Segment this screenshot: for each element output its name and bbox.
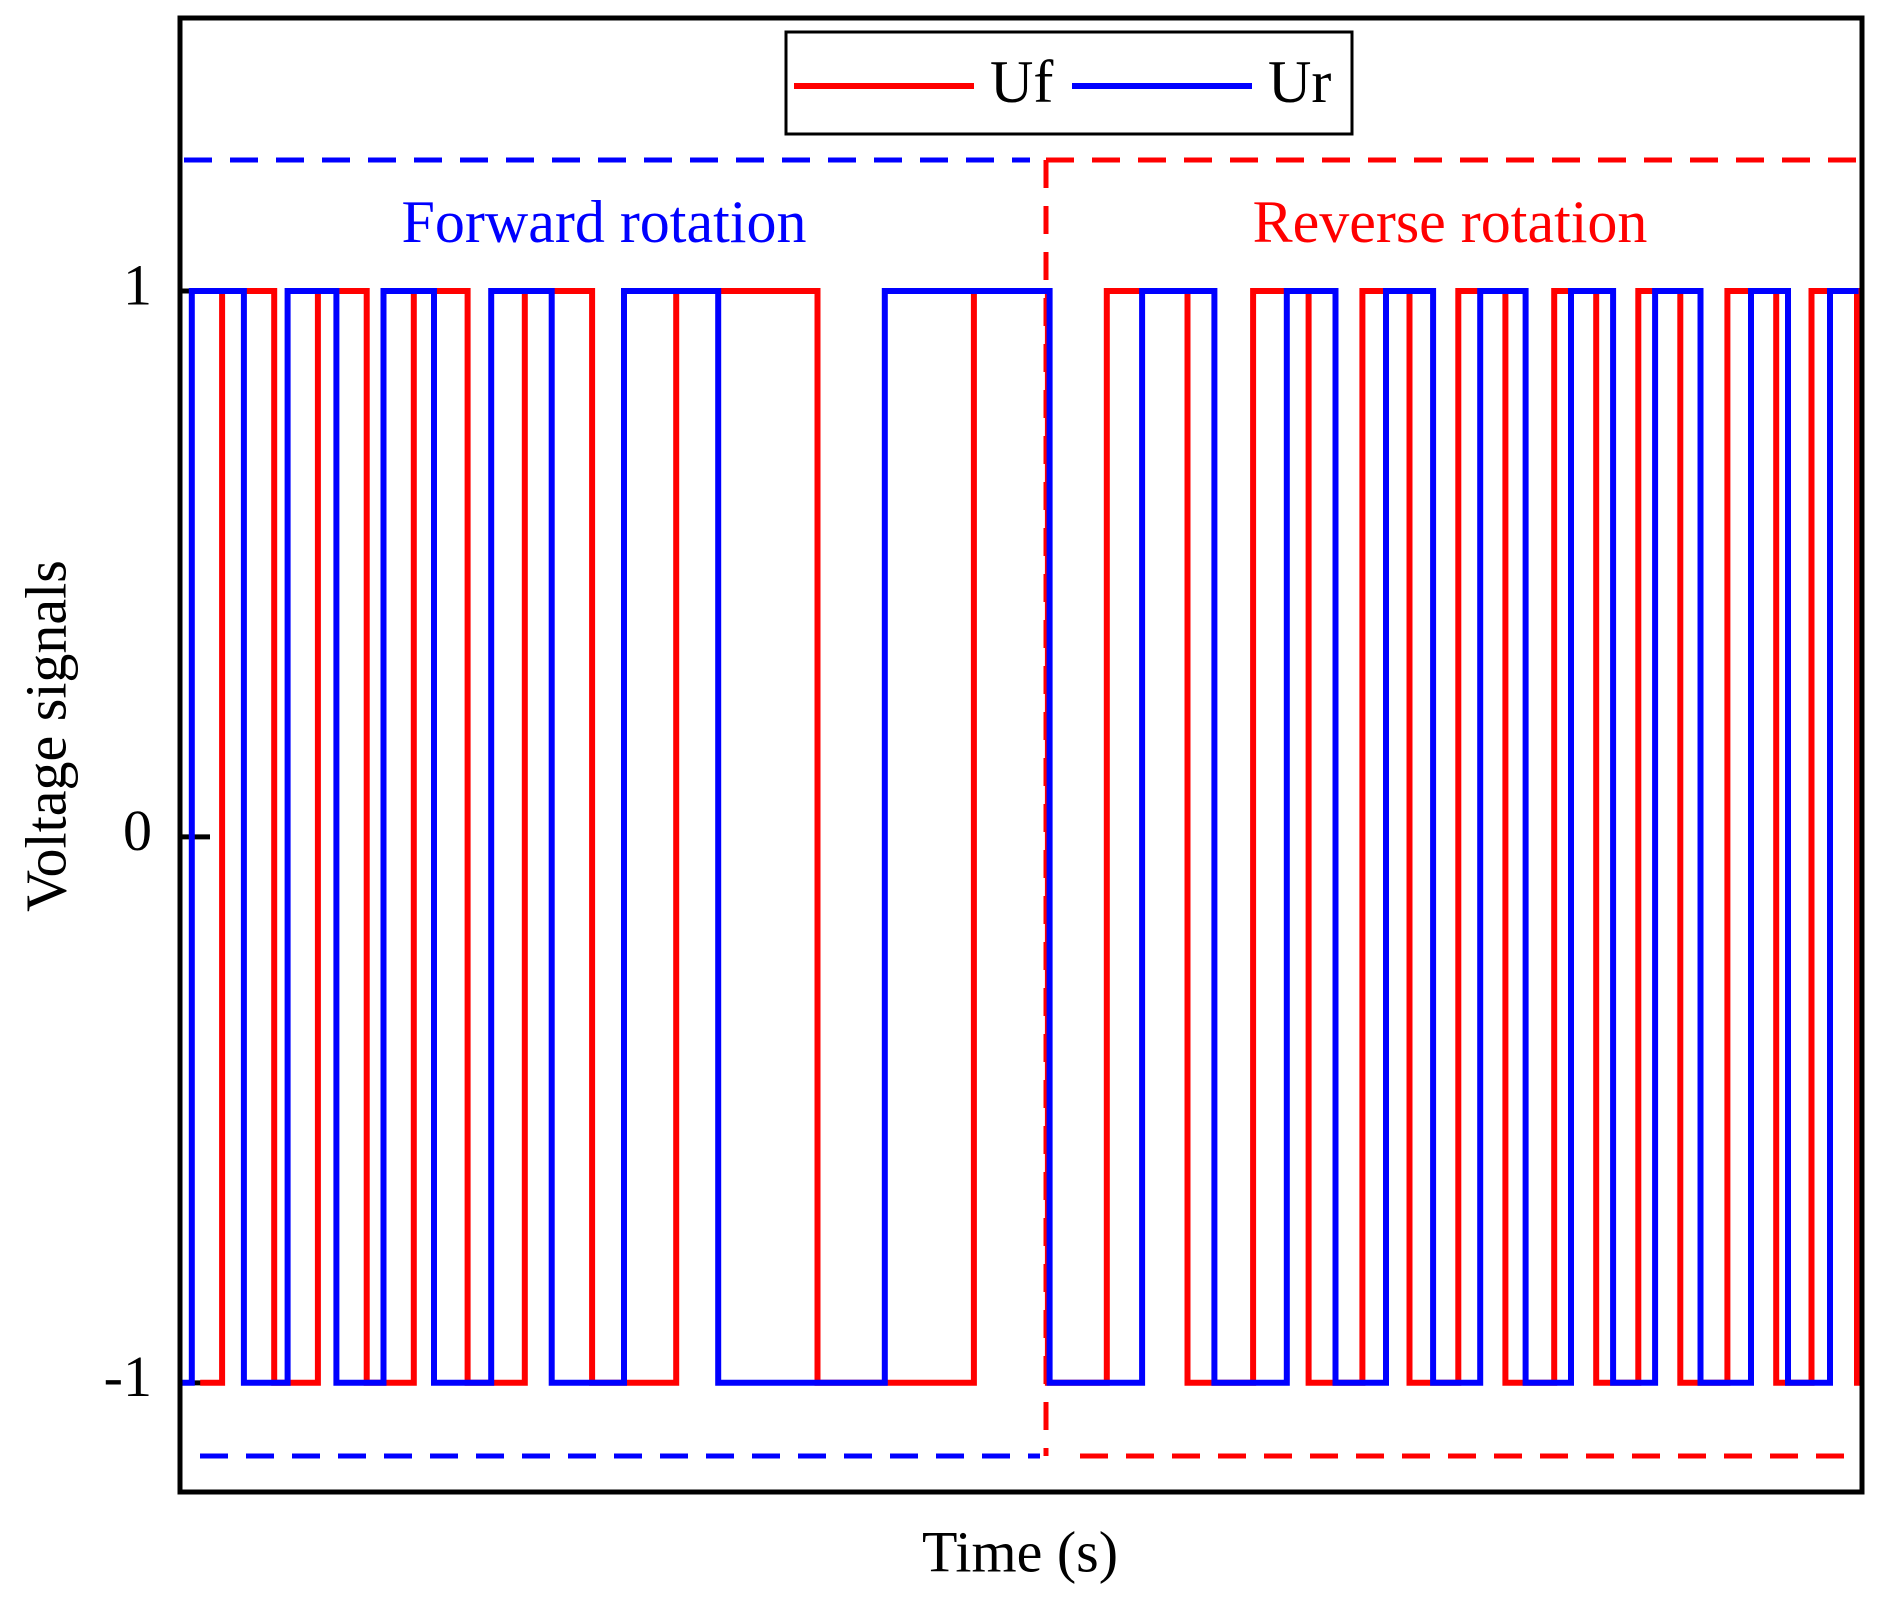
plot-area [180, 288, 1861, 1386]
legend-label: Ur [1268, 49, 1331, 115]
axes-frame [177, 15, 1865, 1495]
annotation: Forward rotation [402, 189, 807, 255]
x-axis-label: Time (s) [922, 1519, 1118, 1584]
y-axis-label: Voltage signals [13, 560, 78, 912]
series-line [181, 288, 1859, 1386]
y-tick-label: 1 [123, 252, 152, 317]
annotation: Reverse rotation [1253, 189, 1648, 255]
legend-label: Uf [990, 49, 1053, 115]
y-tick-label: 0 [123, 798, 152, 863]
y-tick-label: -1 [104, 1344, 152, 1409]
